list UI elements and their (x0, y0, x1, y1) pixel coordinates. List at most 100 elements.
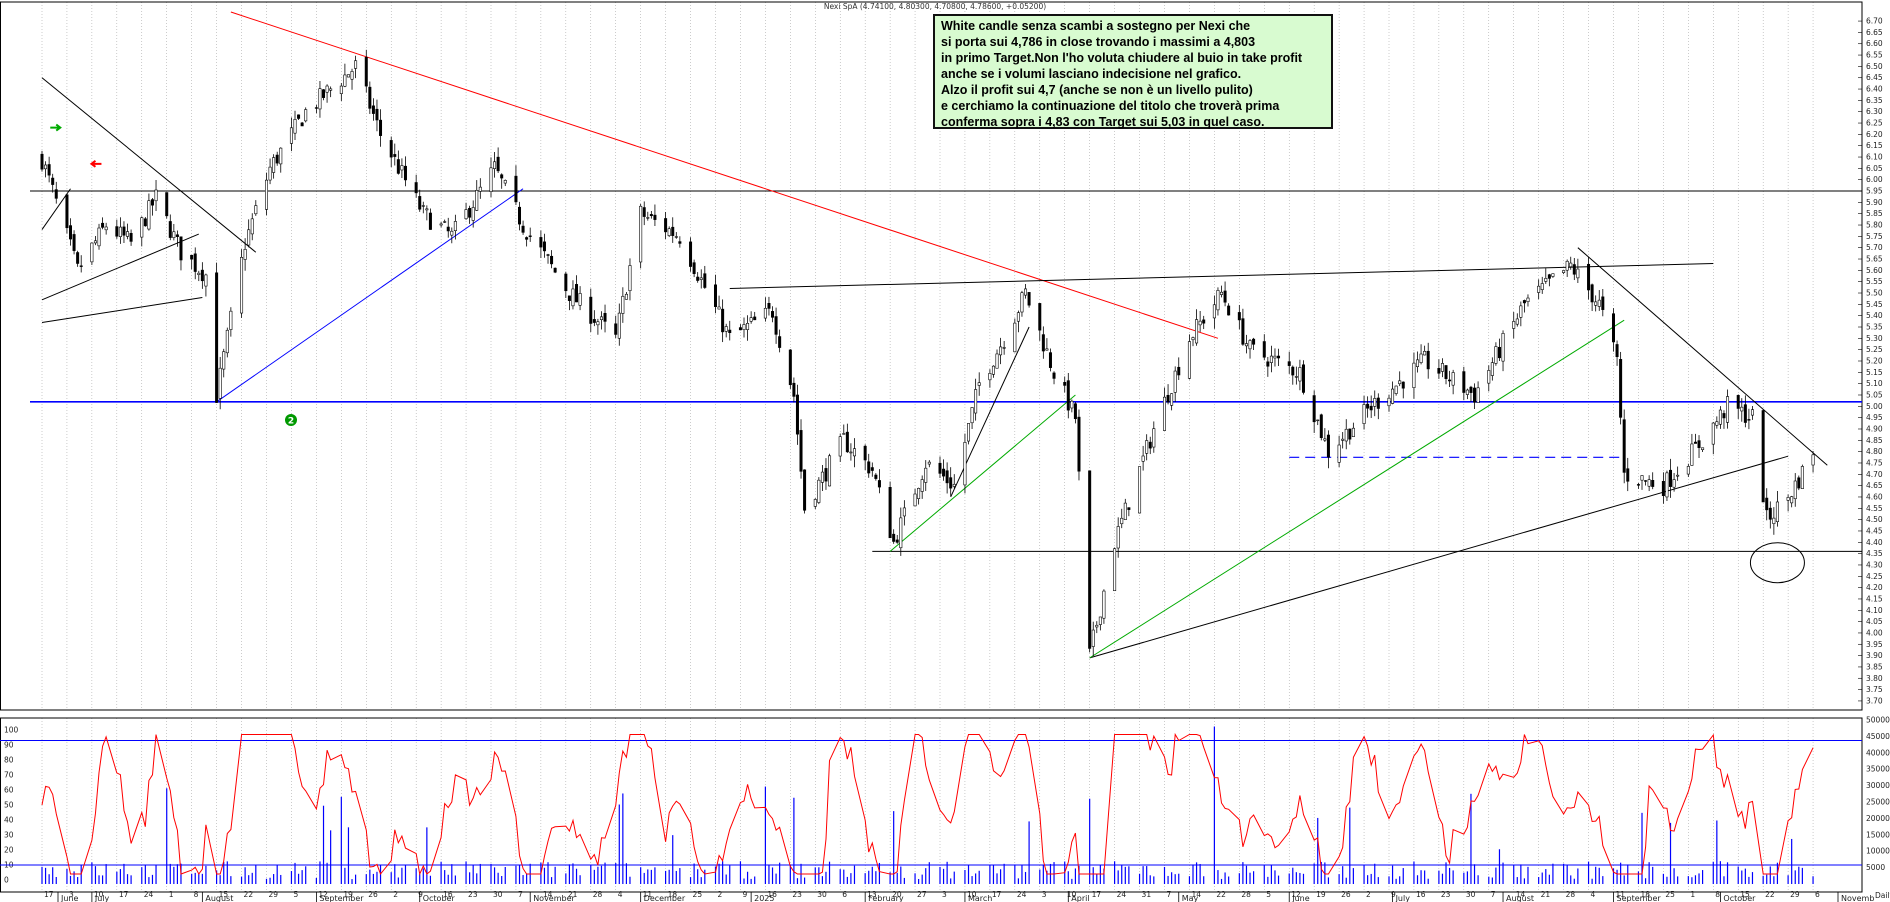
candle-body (553, 267, 557, 273)
candle-body (1116, 526, 1120, 549)
candle-body (190, 254, 194, 260)
candle-body (1526, 297, 1530, 302)
candle-body (1765, 497, 1769, 511)
candle-body (1198, 320, 1202, 326)
candle-body (168, 221, 172, 238)
candle-body (79, 265, 83, 267)
day-tick-label: 3 (1042, 890, 1047, 899)
candle-body (371, 105, 375, 114)
price-tick-label: 4.90 (1866, 424, 1883, 433)
candle-body (713, 284, 717, 307)
candle-body (567, 295, 571, 301)
trendline-black (41, 233, 199, 301)
candle-body (379, 119, 383, 136)
candle-body (1148, 441, 1152, 449)
candle-body (1423, 350, 1427, 356)
candle-body (1693, 441, 1697, 444)
arrow-left-icon (89, 160, 102, 168)
candle-body (664, 218, 668, 233)
candle-body (1476, 387, 1480, 403)
month-label: November (533, 894, 575, 902)
candle-body (799, 430, 803, 472)
note-line: si porta sui 4,786 in close trovando i m… (941, 35, 1256, 49)
price-tick-label: 5.65 (1866, 255, 1883, 264)
candle-body (1594, 301, 1598, 306)
candle-body (899, 517, 903, 549)
month-label: June (60, 894, 79, 902)
candle-body (1045, 348, 1049, 351)
candle-body (1337, 444, 1341, 463)
candle-body (1565, 260, 1569, 271)
candle-body (578, 293, 582, 306)
day-tick-label: 19 (343, 890, 353, 899)
month-label: July (1395, 894, 1411, 902)
candle-body (1515, 318, 1519, 325)
circled-number-label: 2 (288, 417, 294, 427)
price-tick-label: 6.50 (1866, 62, 1883, 71)
day-tick-label: 2 (1366, 890, 1371, 899)
candle-body (1512, 321, 1516, 329)
candle-body (917, 488, 921, 499)
candle-body (1220, 291, 1224, 295)
volume-tick-label: 25000 (1866, 798, 1890, 807)
candle-body (967, 423, 971, 442)
candle-body (489, 167, 493, 192)
candle-body (268, 166, 272, 181)
candle-body (1391, 388, 1395, 404)
price-tick-label: 5.80 (1866, 221, 1883, 230)
day-tick-label: 2 (718, 890, 723, 899)
candle-body (803, 469, 807, 511)
price-tick-label: 3.90 (1866, 651, 1883, 660)
candle-body (1690, 443, 1694, 466)
candle-body (443, 221, 447, 223)
day-tick-label: 18 (1640, 890, 1650, 899)
day-tick-label: 6 (842, 890, 847, 899)
price-tick-label: 4.15 (1866, 594, 1883, 603)
candle-body (1195, 319, 1199, 344)
candle-body (1697, 440, 1701, 448)
candle-body (596, 321, 600, 326)
candle-body (599, 316, 603, 321)
candle-body (1426, 350, 1430, 370)
note-line: e cerchiamo la continuazione del titolo … (941, 99, 1280, 113)
candle-body (329, 88, 333, 91)
candle-body (1722, 413, 1726, 419)
candle-body (1401, 381, 1405, 389)
candle-body (1323, 438, 1327, 441)
oscillator-tick-label: 20 (4, 846, 14, 855)
candle-body (788, 349, 792, 386)
month-label: February (868, 894, 904, 902)
candle-body (1590, 284, 1594, 303)
month-label: August (205, 894, 233, 902)
candle-body (1626, 468, 1630, 482)
candle-body (792, 382, 796, 397)
candle-body (250, 218, 254, 235)
price-tick-label: 5.50 (1866, 289, 1883, 298)
day-tick-label: 30 (1466, 890, 1476, 899)
candle-body (1173, 370, 1177, 393)
candle-body (628, 265, 632, 292)
candle-body (500, 174, 504, 179)
candle-body (1811, 454, 1815, 466)
candle-body (1163, 396, 1167, 431)
candle-body (1166, 394, 1170, 403)
day-tick-label: 5 (293, 890, 298, 899)
candle-body (229, 310, 233, 330)
price-tick-label: 5.20 (1866, 357, 1883, 366)
candle-body (671, 226, 675, 236)
candle-body (938, 462, 942, 474)
candle-body (1462, 371, 1466, 393)
candle-body (1041, 334, 1045, 352)
candle-body (963, 442, 967, 486)
candle-body (1277, 355, 1281, 359)
candle-body (193, 253, 197, 272)
trendline-black (41, 77, 257, 253)
day-tick-label: 9 (742, 890, 747, 899)
price-tick-label: 6.55 (1866, 51, 1883, 60)
day-tick-label: 24 (1117, 890, 1127, 899)
trendline-green (889, 394, 1076, 552)
candle-body (1248, 340, 1252, 350)
day-tick-label: 1 (169, 890, 174, 899)
candle-body (692, 262, 696, 274)
candle-body (350, 71, 354, 80)
